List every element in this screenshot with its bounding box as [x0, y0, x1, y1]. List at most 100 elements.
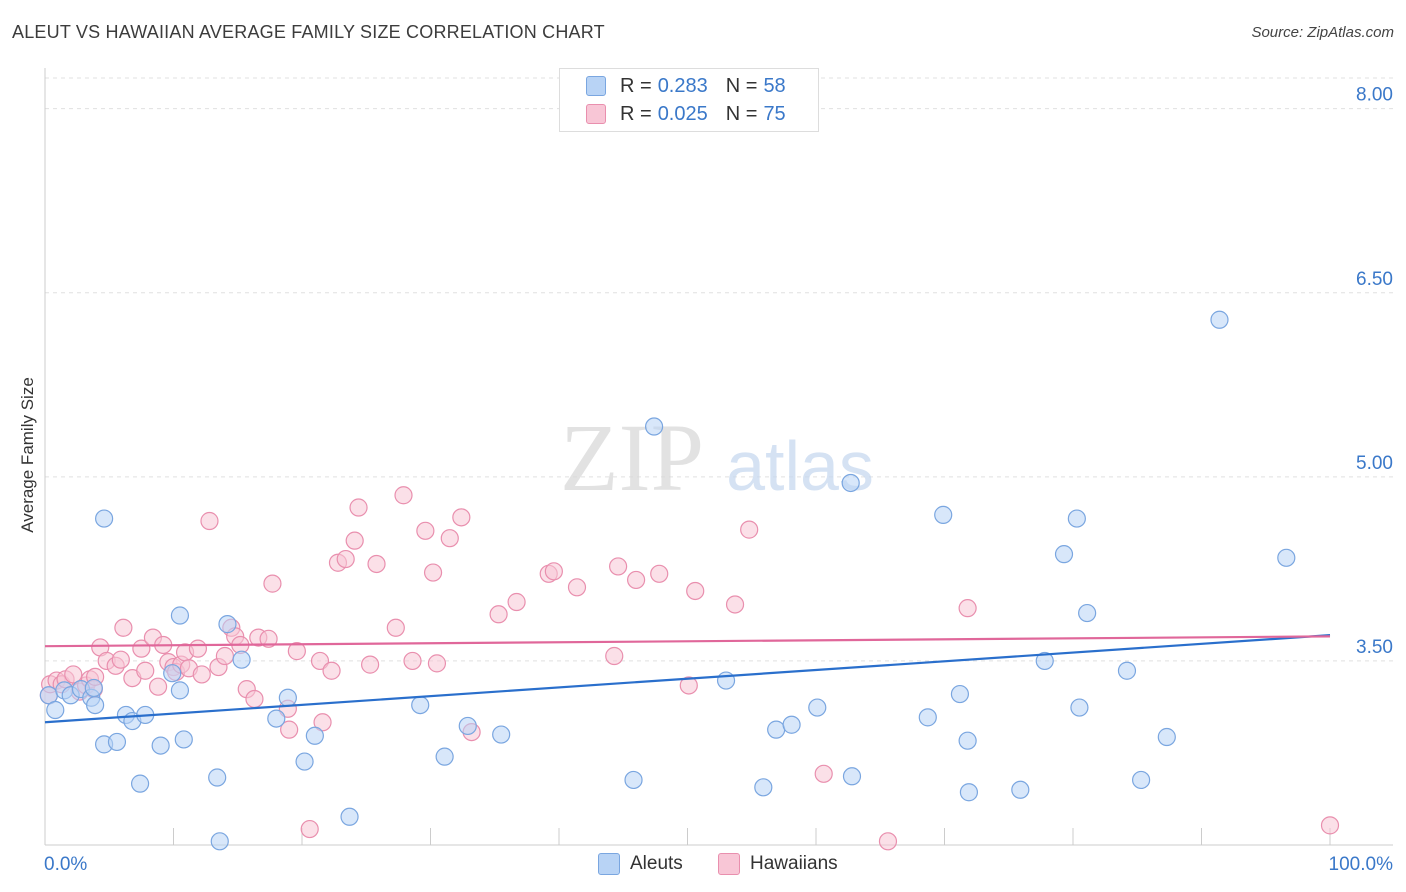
aleut-point: [1210, 310, 1229, 329]
aleut-point: [305, 726, 324, 745]
hawaiian-point: [544, 562, 563, 581]
aleut-point: [767, 720, 786, 739]
y-tick-label: 3.50: [1356, 637, 1393, 658]
aleut-point: [170, 606, 190, 625]
aleut-point: [435, 747, 454, 766]
hawaiian-point: [245, 689, 264, 709]
tick-labels: 3.50 5.00 6.50 8.00 0.0% 100.0%: [44, 85, 1393, 875]
aleut-point: [918, 708, 937, 727]
trend-lines: [44, 634, 1331, 724]
aleut-point: [842, 767, 862, 786]
hawaiian-point: [650, 564, 669, 583]
hawaiian-point: [188, 639, 208, 658]
aleut-point: [208, 768, 227, 787]
aleut-point: [458, 716, 477, 736]
aleut-point: [1117, 661, 1137, 680]
hawaiian-point: [609, 557, 628, 576]
bottom-aleut-swatch: [598, 853, 620, 875]
chart-title: ALEUT VS HAWAIIAN AVERAGE FAMILY SIZE CO…: [12, 22, 605, 42]
aleut-point: [754, 778, 773, 797]
aleut-point: [84, 678, 103, 698]
hawaiian-point: [679, 676, 698, 695]
aleut-trend-line: [44, 634, 1331, 724]
aleut-n-value: 58: [763, 74, 786, 97]
hawaiian-point: [336, 549, 355, 569]
hawaiian-r-value: 0.025: [657, 102, 708, 125]
y-tick-label: 5.00: [1356, 453, 1393, 474]
aleut-point: [492, 725, 511, 744]
aleut-point: [1070, 698, 1089, 717]
hawaiian-point: [349, 498, 368, 517]
hawaiian-swatch: [586, 104, 606, 124]
aleut-point: [959, 783, 979, 802]
hawaiian-point: [192, 665, 211, 684]
hawaiian-point: [215, 646, 234, 666]
aleut-point: [163, 664, 182, 683]
aleut-point: [950, 684, 970, 704]
aleut-point: [151, 736, 170, 755]
aleut-point: [267, 709, 286, 728]
watermark-atlas: atlas: [726, 427, 874, 505]
hawaiian-point: [386, 618, 405, 637]
aleut-point: [170, 681, 190, 700]
gridlines: [45, 77, 1393, 662]
aleut-point: [411, 695, 430, 715]
hawaiian-r-label: R =: [620, 102, 652, 125]
hawaiian-n-value: 75: [763, 102, 786, 125]
aleut-point: [1035, 651, 1054, 671]
aleut-swatch: [586, 76, 606, 96]
aleut-point: [1277, 548, 1296, 567]
hawaiian-point: [313, 713, 332, 732]
legend-row-aleut: R = 0.283 N = 58: [586, 74, 786, 98]
source-label: Source: ZipAtlas.com: [1251, 24, 1394, 41]
y-axis-label: Average Family Size: [18, 377, 37, 533]
hawaiian-point: [725, 595, 745, 614]
hawaiian-point: [1320, 816, 1340, 835]
aleut-point: [232, 650, 251, 669]
hawaiian-point: [200, 511, 219, 531]
aleut-point: [1054, 545, 1074, 564]
hawaiian-point: [367, 554, 386, 574]
aleut-point: [107, 732, 127, 752]
hawaiian-n-label: N =: [725, 102, 758, 125]
hawaiian-point: [427, 654, 447, 673]
aleut-point: [841, 473, 860, 493]
aleut-r-label: R =: [620, 74, 652, 97]
aleut-point: [295, 752, 314, 771]
hawaiian-point: [136, 661, 155, 680]
aleut-point: [1067, 509, 1086, 528]
hawaiian-point: [605, 646, 624, 666]
bottom-hawaiian-swatch: [718, 853, 740, 875]
aleut-n-label: N =: [725, 74, 758, 97]
aleut-point: [174, 730, 193, 749]
hawaiian-point: [403, 651, 422, 671]
axes: [44, 68, 1393, 846]
hawaiian-point: [814, 764, 833, 783]
hawaiian-point: [300, 819, 319, 839]
aleut-point: [644, 417, 664, 436]
hawaiian-point: [394, 486, 413, 505]
hawaiian-point: [878, 832, 898, 851]
hawaiian-point: [287, 642, 306, 661]
hawaiian-point: [489, 605, 508, 624]
x-tick-label-max: 100.0%: [1329, 854, 1394, 875]
hawaiian-point: [148, 677, 168, 696]
hawaiian-point: [322, 661, 341, 680]
aleut-point: [624, 770, 643, 790]
y-tick-label: 6.50: [1356, 269, 1393, 290]
hawaiian-point: [263, 574, 282, 593]
aleut-point: [782, 715, 801, 734]
aleut-point: [958, 731, 977, 750]
aleut-r-value: 0.283: [657, 74, 708, 97]
hawaiian-point: [423, 563, 443, 582]
watermark: ZIP atlas: [560, 404, 874, 511]
hawaiian-point: [507, 592, 526, 612]
aleut-point: [1157, 727, 1176, 747]
x-tick-label-min: 0.0%: [44, 854, 87, 875]
aleut-point: [808, 698, 827, 717]
aleut-point: [86, 695, 105, 715]
hawaiian-point: [567, 578, 587, 597]
aleut-point: [95, 509, 114, 528]
hawaiian-point: [280, 720, 299, 739]
